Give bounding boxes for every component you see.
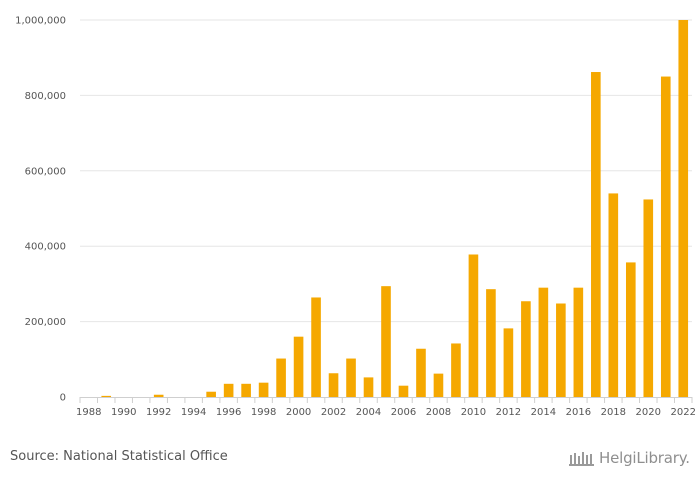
bar-1996 [223,383,234,397]
bar-2012 [503,328,514,397]
y-tick-label: 1,000,000 [15,16,66,27]
x-tick-label: 2000 [286,407,311,418]
gridlines [80,19,692,323]
bar-2007 [416,348,426,397]
bar-2005 [381,286,391,397]
y-tick-label: 600,000 [25,166,66,177]
bar-1995 [206,391,216,397]
helgi-library-logo: HelgiLibrary. [569,449,690,467]
x-axis [79,397,693,403]
bar-2011 [486,289,496,397]
bar-2013 [521,301,531,397]
bar-2008 [433,373,444,397]
bar-1998 [258,382,269,397]
bar-chart: 1988 1990 1992 1994 1996 1998 2000 2002 2004 2006… [15,16,696,419]
bar-1999 [276,358,286,397]
x-tick-label: 2002 [321,407,346,418]
bar-2000 [293,336,304,397]
y-tick-label: 0 [60,393,66,404]
x-tick-label: 2006 [391,407,416,418]
y-tick-label: 800,000 [25,91,66,102]
bar-2004 [363,377,374,397]
x-tick-label: 1996 [216,407,241,418]
bar-2002 [328,373,339,397]
x-tick-label: 1992 [146,407,171,418]
x-tick-label: 2020 [636,407,661,418]
bar-2015 [556,303,566,397]
x-tick-label: 1994 [181,407,206,418]
x-tick-label: 2004 [356,407,381,418]
bar-2009 [451,343,461,397]
x-tick-labels: 1988 1990 1992 1994 1996 1998 2000 2002 2004 2006… [76,407,696,418]
x-tick-label: 2014 [531,407,556,418]
bar-2006 [398,385,409,397]
bar-2001 [311,297,321,397]
y-tick-label: 400,000 [25,242,66,253]
bar-2014 [538,287,549,397]
bar-2022 [678,20,689,397]
x-tick-label: 2010 [461,407,486,418]
bar-1997 [241,383,251,397]
x-tick-label: 1998 [251,407,276,418]
x-tick-label: 2012 [496,407,521,418]
bar-1989 [101,395,112,397]
bar-2017 [591,72,601,397]
y-tick-label: 200,000 [25,317,66,328]
x-tick-label: 2008 [426,407,451,418]
y-tick-labels: 0 200,000 400,000 600,000 800,000 1,000,000 [15,16,66,404]
x-tick-label: 2018 [601,407,626,418]
bar-2003 [346,358,356,397]
bar-2016 [573,287,584,397]
bar-2010 [468,254,479,397]
bar-2018 [608,193,619,397]
bar-2020 [643,199,654,397]
library-building-icon [569,452,594,466]
logo-text: HelgiLibrary. [599,449,690,467]
x-tick-label: 1990 [111,407,136,418]
bars [101,20,689,398]
x-tick-label: 1988 [76,407,101,418]
x-tick-label: 2022 [671,407,696,418]
bar-1992 [153,394,164,397]
bar-2021 [660,76,671,398]
source-note: Source: National Statistical Office [10,449,228,464]
x-tick-label: 2016 [566,407,591,418]
bar-2019 [625,262,636,397]
